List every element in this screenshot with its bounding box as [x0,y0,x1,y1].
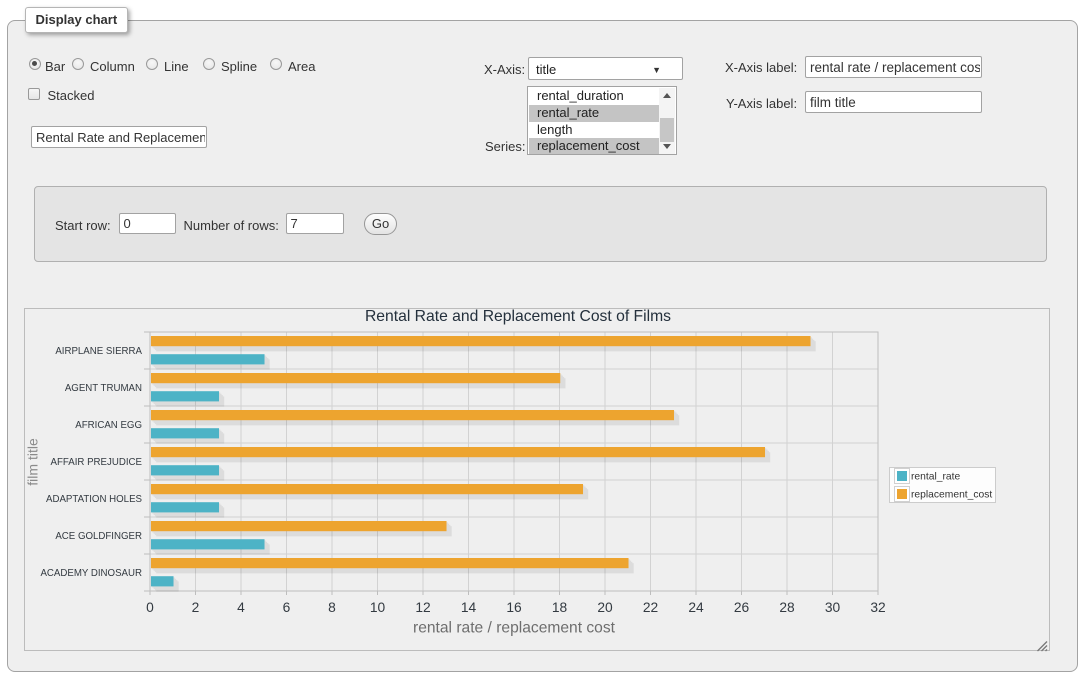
svg-text:AIRPLANE SIERRA: AIRPLANE SIERRA [55,346,142,357]
svg-text:rental rate / replacement cost: rental rate / replacement cost [413,620,616,637]
svg-text:32: 32 [870,600,885,615]
svg-text:22: 22 [643,600,658,615]
svg-text:2: 2 [192,600,200,615]
svg-text:ADAPTATION HOLES: ADAPTATION HOLES [46,494,143,505]
svg-text:16: 16 [506,600,522,615]
svg-text:10: 10 [370,600,386,615]
svg-text:24: 24 [688,600,704,615]
svg-text:8: 8 [328,600,336,615]
svg-text:26: 26 [734,600,750,615]
svg-text:film title: film title [25,438,41,486]
svg-text:replacement_cost: replacement_cost [911,490,992,501]
svg-text:30: 30 [825,600,841,615]
svg-text:4: 4 [237,600,245,615]
svg-text:AGENT TRUMAN: AGENT TRUMAN [65,383,142,394]
svg-text:ACADEMY DINOSAUR: ACADEMY DINOSAUR [40,568,142,579]
svg-text:AFFAIR PREJUDICE: AFFAIR PREJUDICE [50,457,142,468]
svg-text:AFRICAN EGG: AFRICAN EGG [75,420,142,431]
svg-text:0: 0 [146,600,154,615]
svg-text:rental_rate: rental_rate [911,472,961,483]
svg-text:14: 14 [461,600,477,615]
svg-text:28: 28 [779,600,795,615]
svg-text:6: 6 [283,600,291,615]
svg-text:Rental Rate and Replacement Co: Rental Rate and Replacement Cost of Film… [365,309,671,325]
svg-text:ACE GOLDFINGER: ACE GOLDFINGER [55,531,142,542]
svg-text:12: 12 [415,600,430,615]
svg-text:20: 20 [597,600,613,615]
svg-text:18: 18 [552,600,568,615]
